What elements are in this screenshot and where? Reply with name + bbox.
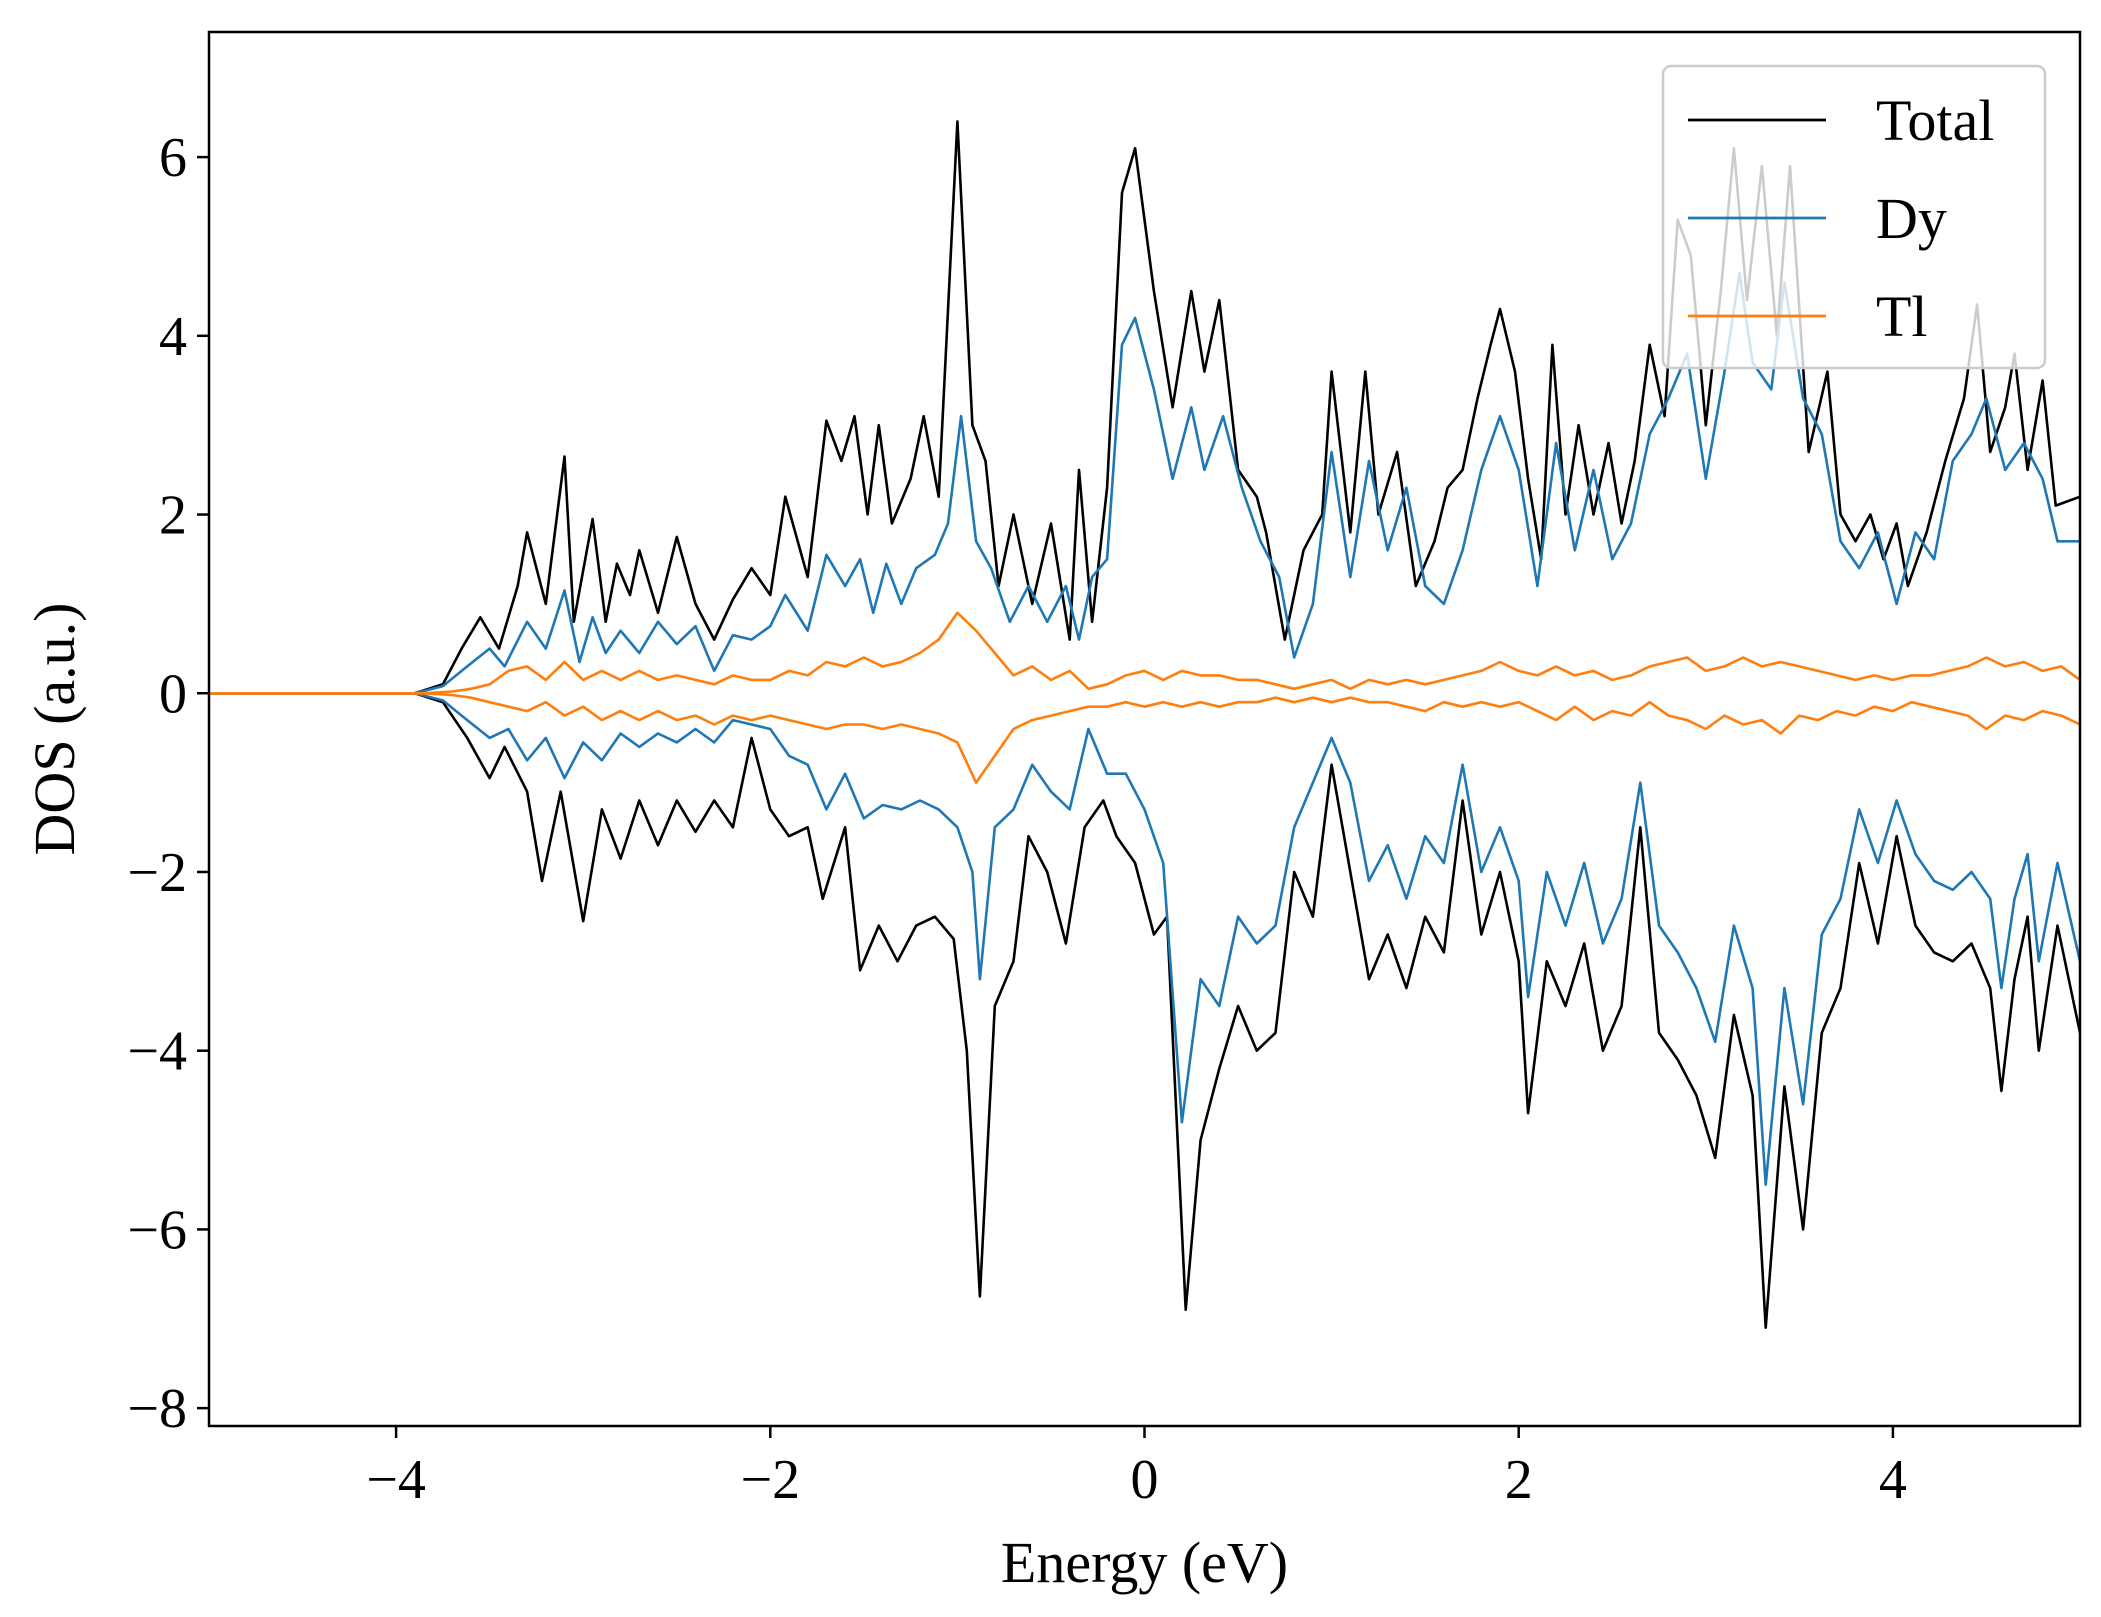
legend-label-tl: Tl (1876, 284, 1928, 349)
y-tick-label: −2 (127, 842, 187, 904)
legend-label-total: Total (1876, 88, 1994, 153)
x-tick-label: 0 (1131, 1449, 1159, 1511)
x-axis-label: Energy (eV) (1001, 1530, 1288, 1595)
legend-box (1661, 64, 2047, 370)
y-tick-label: 6 (159, 127, 187, 189)
y-tick-label: −4 (127, 1021, 187, 1083)
x-tick-label: −4 (366, 1449, 426, 1511)
series-tl-spin-down-line (209, 691, 2080, 784)
series-dy-spin-down-line (209, 691, 2080, 1186)
y-tick-label: 4 (159, 306, 187, 368)
series-tl-spin-up-line (209, 611, 2080, 695)
y-tick-label: 2 (159, 485, 187, 547)
legend-label-dy: Dy (1876, 186, 1947, 251)
x-axis-ticks: −4 −2 0 2 4 (366, 1426, 1907, 1511)
x-tick-label: 4 (1879, 1449, 1907, 1511)
y-tick-label: 0 (159, 663, 187, 725)
y-tick-label: −8 (127, 1378, 187, 1440)
y-axis-ticks: −8 −6 −4 −2 0 2 4 6 (127, 127, 209, 1440)
x-tick-label: 2 (1505, 1449, 1533, 1511)
x-tick-label: −2 (741, 1449, 801, 1511)
legend: Total Dy Tl (1661, 64, 2047, 370)
y-axis-label: DOS (a.u.) (22, 603, 87, 856)
series-total-spin-down-line (209, 691, 2080, 1329)
y-tick-label: −6 (127, 1199, 187, 1261)
series-layer (209, 120, 2080, 1329)
